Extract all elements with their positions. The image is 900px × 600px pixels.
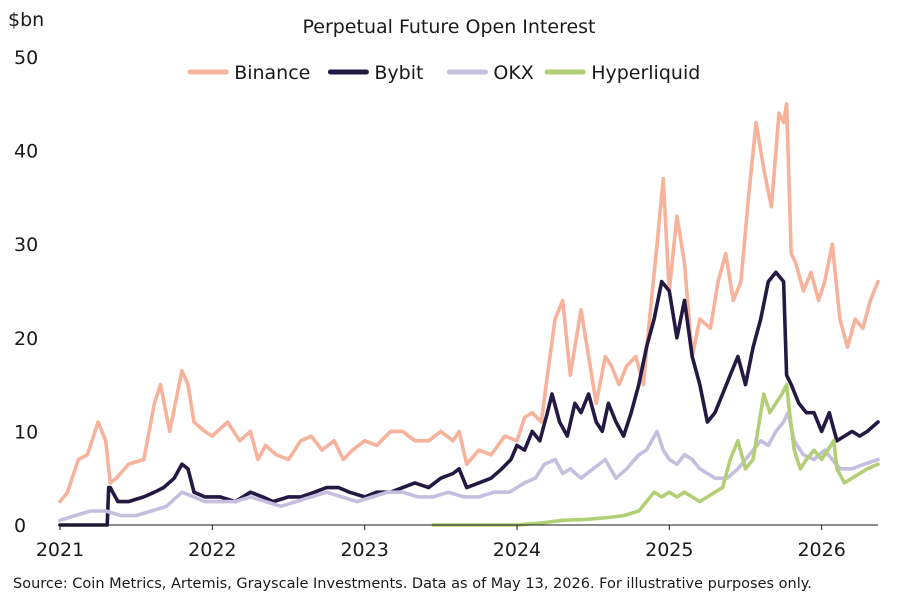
y-tick-label: 0 [14, 515, 26, 537]
y-axis: 0 10 20 30 40 50 [14, 47, 38, 537]
series-line-okx [58, 410, 880, 523]
series-line-hyperliquid [431, 382, 880, 527]
chart-title: Perpetual Future Open Interest [302, 16, 595, 38]
legend: Binance Bybit OKX Hyperliquid [187, 62, 700, 84]
x-tick-label: 2022 [188, 539, 236, 561]
y-tick-label: 50 [14, 47, 38, 69]
legend-label-bybit: Bybit [374, 62, 423, 84]
legend-label-okx: OKX [493, 62, 533, 84]
x-axis: 2021 2022 2023 2024 2025 2026 [36, 525, 846, 561]
y-tick-label: 30 [14, 234, 38, 256]
legend-label-binance: Binance [234, 62, 310, 84]
legend-label-hyperliquid: Hyperliquid [591, 62, 700, 84]
x-tick-label: 2024 [493, 539, 541, 561]
y-axis-label: $bn [8, 9, 44, 31]
x-tick-label: 2023 [340, 539, 388, 561]
series-line-binance [58, 102, 880, 504]
y-tick-label: 10 [14, 421, 38, 443]
source-note: Source: Coin Metrics, Artemis, Grayscale… [13, 576, 812, 592]
y-tick-label: 40 [14, 141, 38, 163]
y-tick-label: 20 [14, 328, 38, 350]
series-line-bybit [58, 270, 880, 527]
x-tick-label: 2025 [645, 539, 693, 561]
x-tick-label: 2021 [36, 539, 84, 561]
series-layer [58, 102, 880, 527]
x-tick-label: 2026 [797, 539, 845, 561]
